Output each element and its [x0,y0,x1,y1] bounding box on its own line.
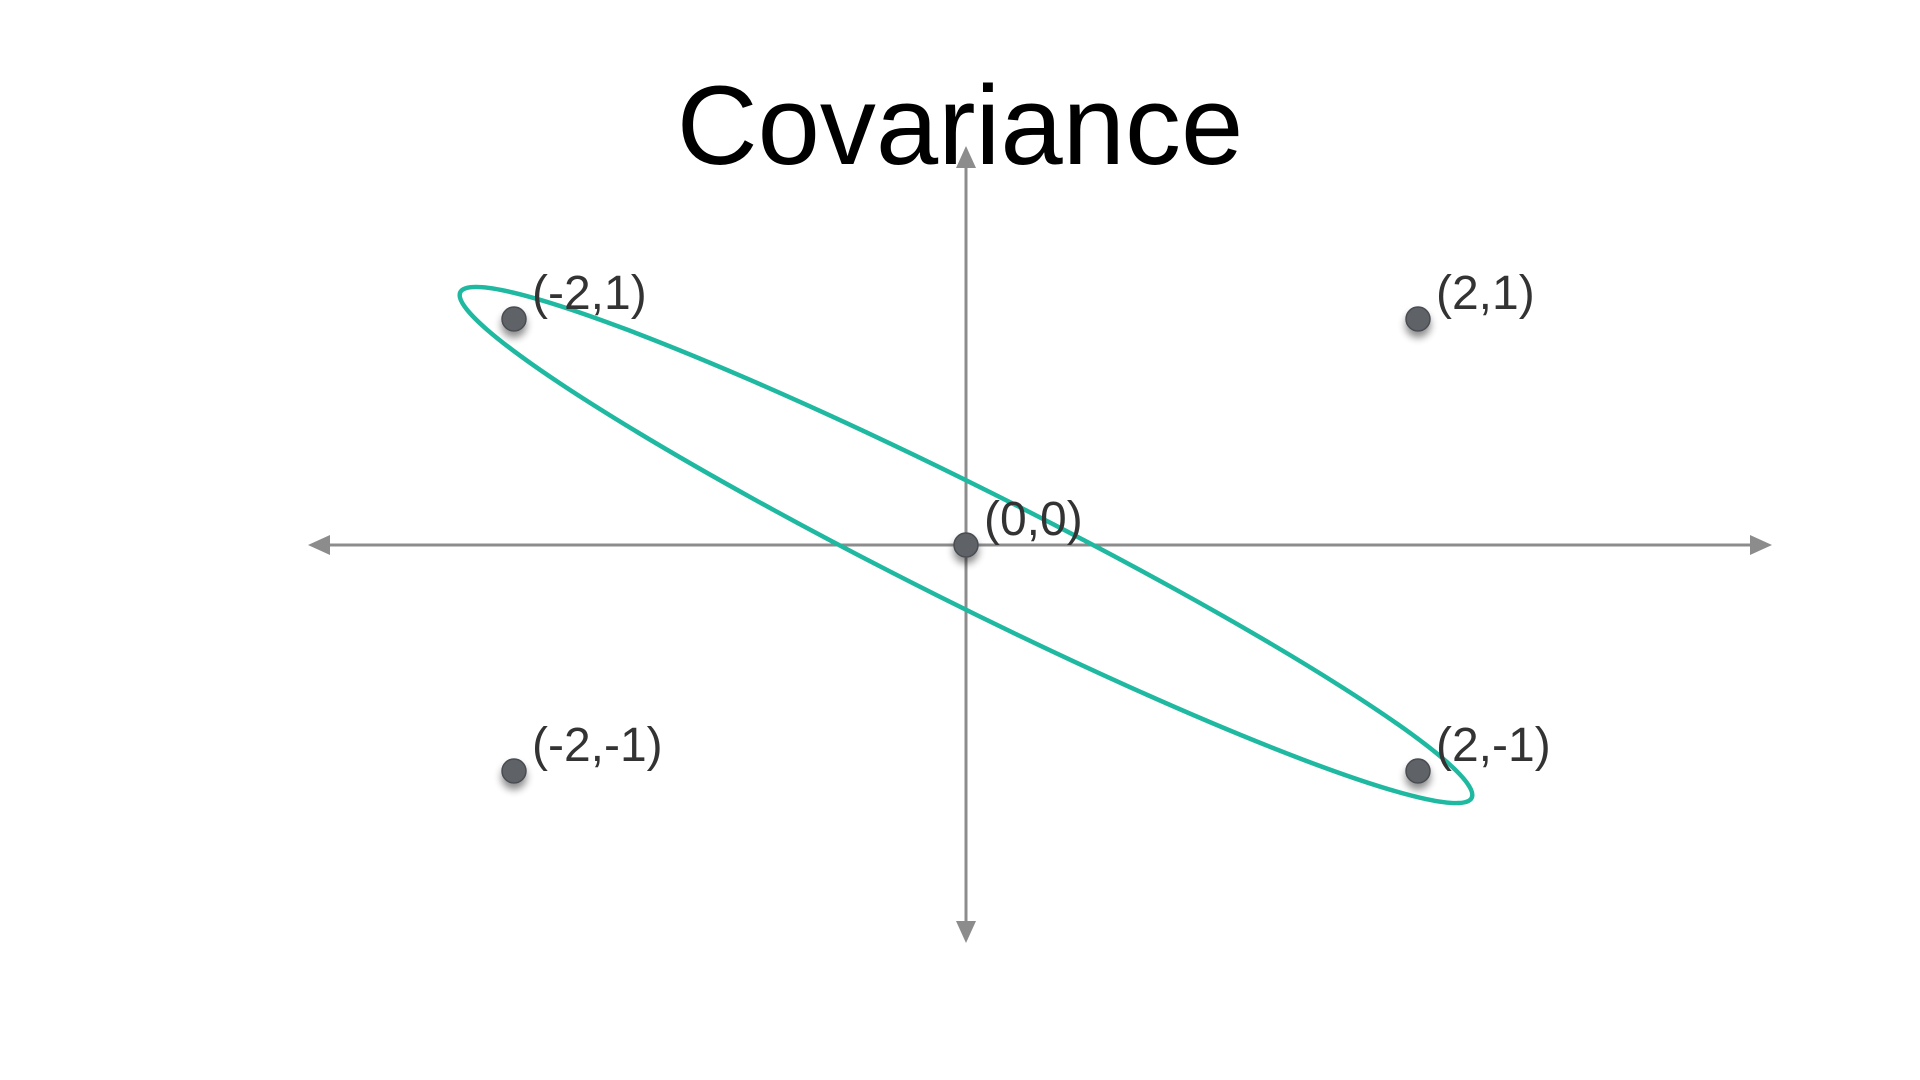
y-axis-top-arrow [956,146,976,168]
data-point-label: (2,-1) [1436,719,1551,772]
x-axis-right-arrow [1750,535,1772,555]
data-point-label: (-2,-1) [532,719,663,772]
y-axis-bottom-arrow [956,921,976,943]
data-point-label: (2,1) [1436,267,1535,320]
data-point [953,532,979,558]
data-point-label: (0,0) [984,493,1083,546]
slide-title: Covariance [676,63,1244,188]
data-point [501,306,527,332]
data-point-label: (-2,1) [532,267,647,320]
data-point [501,758,527,784]
x-axis-left-arrow [308,535,330,555]
data-point [1405,306,1431,332]
data-points: (-2,1) (2,1) (0,0) (-2,-1) (2,-1) [501,267,1551,784]
covariance-ellipse [457,284,1475,806]
data-point [1405,758,1431,784]
